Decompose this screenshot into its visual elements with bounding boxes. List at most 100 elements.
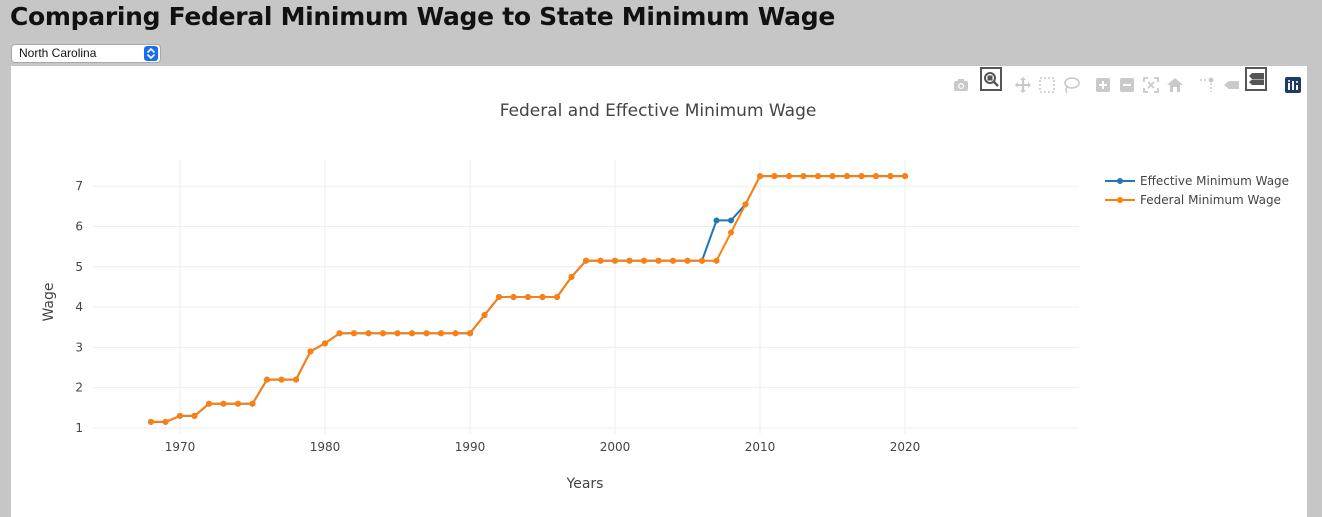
y-tick-label: 3	[75, 340, 83, 354]
x-tick-label: 2020	[890, 440, 921, 454]
data-point	[771, 173, 778, 180]
lasso-select-icon[interactable]	[1062, 76, 1080, 94]
data-point	[757, 173, 763, 180]
data-point	[322, 340, 328, 347]
spike-lines-icon[interactable]	[1198, 76, 1216, 94]
x-tick-label: 1990	[455, 440, 486, 454]
data-point	[351, 330, 357, 337]
data-point	[699, 257, 705, 264]
data-point	[452, 330, 459, 337]
data-point	[873, 173, 879, 180]
y-tick-label: 6	[75, 219, 83, 233]
data-point	[742, 201, 749, 208]
grid-layer	[93, 160, 1079, 434]
x-tick-label: 1970	[165, 440, 196, 454]
plotly-logo-icon[interactable]	[1284, 76, 1302, 94]
x-axis-title: Years	[566, 476, 604, 492]
zoom-out-icon[interactable]	[1118, 76, 1136, 94]
zoom-in-icon[interactable]	[1094, 76, 1112, 94]
select-arrow-icon	[144, 46, 158, 61]
y-tick-label: 4	[75, 300, 83, 314]
data-point	[612, 257, 618, 264]
chart-svg[interactable]: 1970 1980 1990 2000 2010 2020 1 2 3 4 5 6 7 Effectiv…	[11, 66, 1307, 517]
data-point	[278, 376, 285, 383]
legend-swatch-marker	[1117, 197, 1123, 203]
data-point	[800, 173, 807, 180]
data-point	[583, 257, 589, 264]
data-point	[844, 173, 850, 180]
y-tick-label: 5	[75, 260, 83, 274]
data-point	[554, 294, 560, 300]
data-point	[815, 173, 821, 180]
data-point	[597, 257, 604, 264]
x-tick-label: 2010	[745, 440, 776, 454]
data-point	[728, 229, 734, 236]
data-point	[365, 330, 372, 337]
data-point	[655, 257, 662, 264]
data-point	[684, 257, 691, 264]
data-point	[264, 376, 270, 383]
data-point	[510, 294, 517, 300]
data-point	[786, 173, 792, 180]
data-point	[713, 257, 720, 264]
data-point	[249, 400, 256, 407]
data-point	[206, 400, 212, 407]
legend-item[interactable]: Effective Minimum Wage	[1105, 174, 1289, 188]
data-point	[829, 173, 836, 180]
hover-compare-icon[interactable]	[1245, 67, 1267, 91]
hover-closest-icon[interactable]	[1222, 76, 1240, 94]
data-point	[539, 294, 546, 300]
data-point	[409, 330, 415, 337]
y-tick-label: 1	[75, 421, 83, 435]
pan-icon[interactable]	[1014, 76, 1032, 94]
legend-label: Federal Minimum Wage	[1140, 193, 1281, 207]
data-point	[568, 273, 575, 280]
data-point	[887, 173, 894, 180]
legend-swatch-marker	[1117, 178, 1123, 184]
data-point	[902, 173, 908, 180]
reset-axes-icon[interactable]	[1166, 76, 1184, 94]
data-point	[307, 348, 314, 355]
page-title: Comparing Federal Minimum Wage to State …	[10, 2, 835, 31]
x-tick-label: 1980	[310, 440, 341, 454]
axis-layer: 1970 1980 1990 2000 2010 2020 1 2 3 4 5 6 7	[75, 179, 920, 454]
legend-item[interactable]: Federal Minimum Wage	[1105, 193, 1281, 207]
data-point	[177, 412, 183, 419]
zoom-icon[interactable]	[980, 67, 1002, 91]
data-point	[496, 294, 502, 300]
data-point	[162, 418, 169, 425]
data-point	[235, 400, 241, 407]
state-select[interactable]: North Carolina	[11, 44, 161, 63]
autoscale-icon[interactable]	[1142, 76, 1160, 94]
chart-panel: 1970 1980 1990 2000 2010 2020 1 2 3 4 5 6 7 Effectiv…	[11, 66, 1307, 517]
data-point	[423, 330, 430, 337]
series-layer	[148, 173, 908, 425]
y-axis-title: Wage	[41, 282, 57, 321]
y-tick-label: 7	[75, 179, 83, 193]
data-point	[670, 257, 676, 264]
data-point	[626, 257, 633, 264]
data-point	[467, 330, 473, 337]
data-point	[293, 376, 299, 383]
data-point	[220, 400, 227, 407]
data-point	[525, 294, 531, 300]
legend[interactable]: Effective Minimum Wage Federal Minimum Wa…	[1105, 174, 1289, 207]
data-point	[394, 330, 401, 337]
state-select-value: North Carolina	[19, 46, 97, 60]
data-point	[191, 412, 198, 419]
data-point	[438, 330, 444, 337]
legend-label: Effective Minimum Wage	[1140, 174, 1289, 188]
data-point	[641, 257, 647, 264]
data-point	[148, 418, 154, 425]
data-point	[858, 173, 865, 180]
data-point	[336, 330, 343, 337]
camera-icon[interactable]	[952, 76, 970, 94]
modebar	[11, 66, 1307, 106]
data-point	[713, 217, 720, 224]
data-point	[481, 312, 488, 319]
data-point	[380, 330, 386, 337]
series-2	[148, 173, 908, 425]
x-tick-label: 2000	[600, 440, 631, 454]
chart-title: Federal and Effective Minimum Wage	[500, 101, 817, 121]
box-select-icon[interactable]	[1038, 76, 1056, 94]
